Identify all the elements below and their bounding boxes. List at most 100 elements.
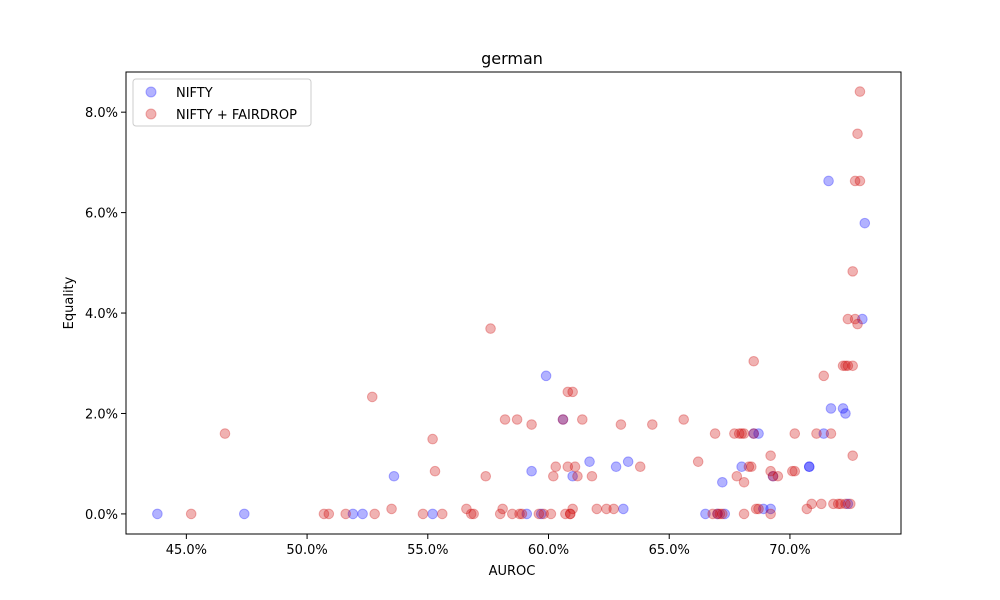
data-point-nifty-fairdrop: [647, 419, 658, 430]
data-point-nifty-fairdrop: [427, 433, 438, 445]
data-point-nifty-fairdrop: [494, 508, 506, 520]
data-point-nifty: [427, 508, 438, 520]
data-point-nifty-fairdrop: [787, 465, 798, 477]
data-point-nifty-fairdrop: [591, 503, 603, 515]
data-point-nifty-fairdrop: [323, 508, 335, 520]
y-tick-label: 4.0%: [85, 307, 118, 322]
data-point-nifty-fairdrop: [806, 498, 817, 510]
data-point-nifty-fairdrop: [564, 508, 576, 520]
data-point-nifty-fairdrop: [765, 450, 776, 461]
data-point-nifty-fairdrop: [545, 508, 557, 520]
x-tick-label: 65.0%: [649, 543, 690, 558]
data-point-nifty-fairdrop: [847, 360, 859, 372]
data-point-nifty-fairdrop: [560, 508, 571, 520]
data-point-nifty: [753, 428, 764, 439]
data-point-nifty: [567, 470, 578, 482]
x-tick-label: 45.0%: [166, 543, 207, 558]
data-point-nifty-fairdrop: [468, 508, 479, 520]
x-tick-label: 50.0%: [286, 543, 327, 558]
data-point-nifty-fairdrop: [772, 470, 784, 482]
data-point-nifty-fairdrop: [828, 498, 839, 510]
data-point-nifty-fairdrop: [538, 508, 549, 520]
legend: NIFTY NIFTY + FAIRDROP: [132, 78, 312, 127]
data-point-nifty: [803, 461, 815, 473]
data-point-nifty-fairdrop: [461, 503, 472, 515]
x-tick-label: 60.0%: [528, 543, 569, 558]
data-point-nifty-fairdrop: [615, 419, 627, 430]
data-point-nifty: [712, 508, 723, 520]
data-point-nifty-fairdrop: [429, 465, 441, 477]
data-point-nifty-fairdrop: [767, 470, 779, 482]
x-axis-ticks: 45.0% 50.0% 55.0% 60.0% 65.0% 70.0%: [166, 534, 811, 558]
data-point-nifty-fairdrop: [738, 476, 750, 488]
legend-marker-nifty: [145, 86, 157, 98]
data-point-nifty-fairdrop: [729, 428, 740, 439]
data-point-nifty-fairdrop: [753, 503, 764, 515]
data-point-nifty-fairdrop: [577, 414, 588, 425]
data-point-nifty: [622, 456, 634, 467]
data-point-nifty: [857, 313, 868, 325]
data-point-nifty-fairdrop: [837, 360, 849, 372]
data-point-nifty: [557, 414, 569, 425]
y-tick-label: 2.0%: [85, 407, 118, 422]
data-point-nifty-fairdrop: [765, 508, 776, 520]
data-point-nifty: [859, 217, 871, 229]
legend-label-nifty: NIFTY: [176, 86, 213, 101]
data-point-nifty-fairdrop: [818, 370, 830, 382]
data-point-nifty: [388, 470, 400, 482]
data-point-nifty-fairdrop: [733, 428, 745, 439]
x-tick-label: 55.0%: [407, 543, 448, 558]
data-point-nifty: [347, 508, 359, 520]
data-point-nifty-fairdrop: [526, 419, 537, 430]
y-axis-title: Equality: [62, 276, 77, 329]
data-point-nifty: [736, 461, 747, 473]
data-point-nifty-fairdrop: [562, 461, 574, 473]
data-point-nifty: [803, 461, 815, 473]
data-point-nifty-fairdrop: [789, 428, 801, 439]
data-point-nifty-fairdrop: [738, 428, 750, 439]
data-point-nifty-fairdrop: [564, 508, 576, 520]
data-point-nifty-fairdrop: [847, 266, 859, 277]
data-point-nifty-fairdrop: [844, 498, 856, 510]
data-point-nifty-fairdrop: [743, 461, 755, 473]
legend-box: [132, 78, 312, 127]
data-point-nifty-fairdrop: [840, 360, 851, 372]
data-point-nifty-fairdrop: [436, 508, 448, 520]
data-point-nifty-fairdrop: [709, 428, 721, 439]
data-point-nifty: [521, 508, 533, 520]
data-point-nifty-fairdrop: [608, 503, 619, 515]
data-point-nifty: [717, 476, 728, 488]
data-point-nifty-fairdrop: [852, 318, 863, 330]
data-point-nifty-fairdrop: [506, 508, 518, 520]
data-point-nifty-fairdrop: [849, 313, 861, 325]
data-point-nifty-fairdrop: [185, 508, 197, 520]
data-point-nifty-fairdrop: [386, 503, 397, 515]
data-point-nifty: [842, 498, 854, 510]
data-point-nifty-fairdrop: [511, 414, 523, 425]
data-point-nifty: [719, 508, 731, 520]
data-point-nifty-fairdrop: [825, 428, 837, 439]
data-point-nifty-fairdrop: [712, 508, 723, 520]
data-point-nifty-fairdrop: [736, 428, 747, 439]
data-point-nifty-fairdrop: [562, 386, 574, 398]
data-point-nifty-fairdrop: [717, 508, 728, 520]
data-point-nifty: [765, 503, 776, 515]
data-point-nifty: [818, 428, 830, 439]
data-point-nifty-fairdrop: [852, 128, 863, 140]
data-point-nifty-fairdrop: [567, 503, 578, 515]
data-point-nifty-fairdrop: [219, 428, 231, 439]
data-point-nifty-fairdrop: [557, 414, 569, 425]
data-point-nifty-fairdrop: [847, 450, 859, 461]
data-point-nifty-fairdrop: [714, 508, 726, 520]
data-point-nifty-fairdrop: [840, 498, 851, 510]
data-point-nifty-fairdrop: [601, 503, 612, 515]
data-point-nifty: [357, 508, 368, 520]
y-axis-ticks: 0.0% 2.0% 4.0% 6.0% 8.0%: [85, 106, 126, 523]
data-point-nifty: [700, 508, 711, 520]
data-point-nifty-fairdrop: [497, 503, 508, 515]
data-point-nifty: [748, 428, 760, 439]
data-point-nifty: [823, 175, 834, 187]
data-point-nifty-fairdrop: [765, 465, 776, 477]
